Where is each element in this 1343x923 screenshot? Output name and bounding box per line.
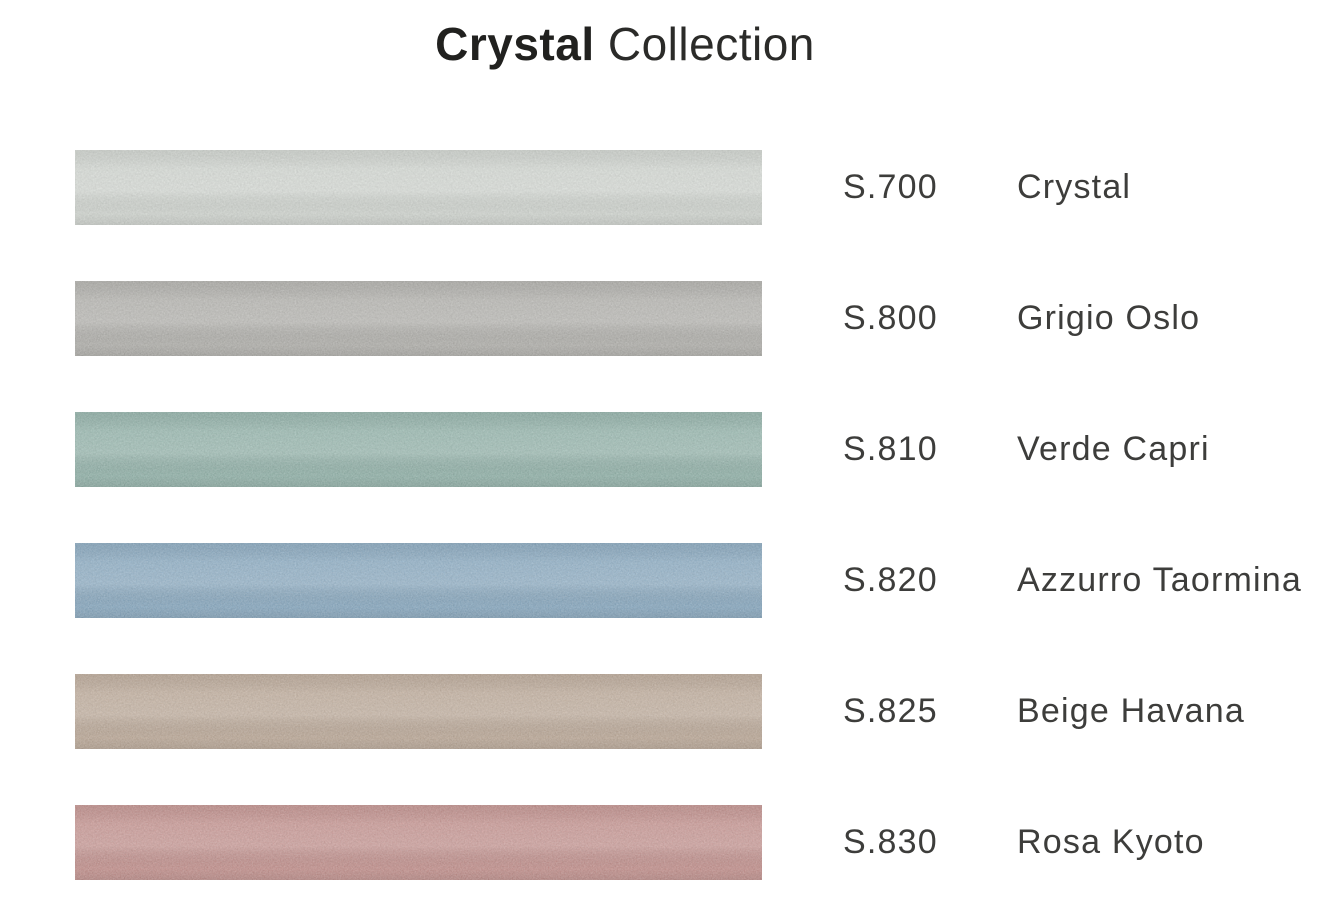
page-title: Crystal Collection: [75, 20, 1175, 69]
swatch-name-label: Azzurro Taormina: [1017, 561, 1303, 599]
swatch-code-label: S.830: [843, 823, 938, 861]
swatch-code-label: S.800: [843, 299, 938, 337]
title-collection-word: Collection: [594, 18, 815, 70]
swatch-texture: [75, 805, 762, 880]
color-swatch: [75, 150, 762, 225]
swatch-code-label: S.810: [843, 430, 938, 468]
swatch-row: S.825 Beige Havana: [75, 674, 1244, 749]
swatch-code-label: S.700: [843, 168, 938, 206]
swatch-row: S.820 Azzurro Taormina: [75, 543, 1301, 618]
swatch-row: S.830 Rosa Kyoto: [75, 805, 1204, 880]
swatch-texture: [75, 674, 762, 749]
color-swatch: [75, 805, 762, 880]
swatch-name-label: Rosa Kyoto: [1017, 823, 1205, 861]
swatch-row: S.700 Crystal: [75, 150, 1175, 225]
swatch-list: S.700 Crystal S.800 Grigio Oslo S.810 Ve…: [75, 150, 1301, 880]
swatch-name-label: Crystal: [1017, 168, 1132, 206]
swatch-name-label: Beige Havana: [1017, 692, 1245, 730]
color-swatch: [75, 281, 762, 356]
swatch-code-label: S.820: [843, 561, 938, 599]
color-swatch: [75, 412, 762, 487]
color-swatch: [75, 674, 762, 749]
swatch-name-label: Verde Capri: [1017, 430, 1210, 468]
swatch-texture: [75, 150, 762, 225]
swatch-name-label: Grigio Oslo: [1017, 299, 1201, 337]
swatch-texture: [75, 412, 762, 487]
swatch-code-label: S.825: [843, 692, 938, 730]
color-swatch: [75, 543, 762, 618]
swatch-texture: [75, 281, 762, 356]
collection-content: Crystal Collection S.700 Crystal S.800 G…: [75, 0, 1301, 880]
title-collection-name: Crystal: [435, 18, 595, 70]
swatch-texture: [75, 543, 762, 618]
swatch-row: S.800 Grigio Oslo: [75, 281, 1199, 356]
swatch-row: S.810 Verde Capri: [75, 412, 1209, 487]
